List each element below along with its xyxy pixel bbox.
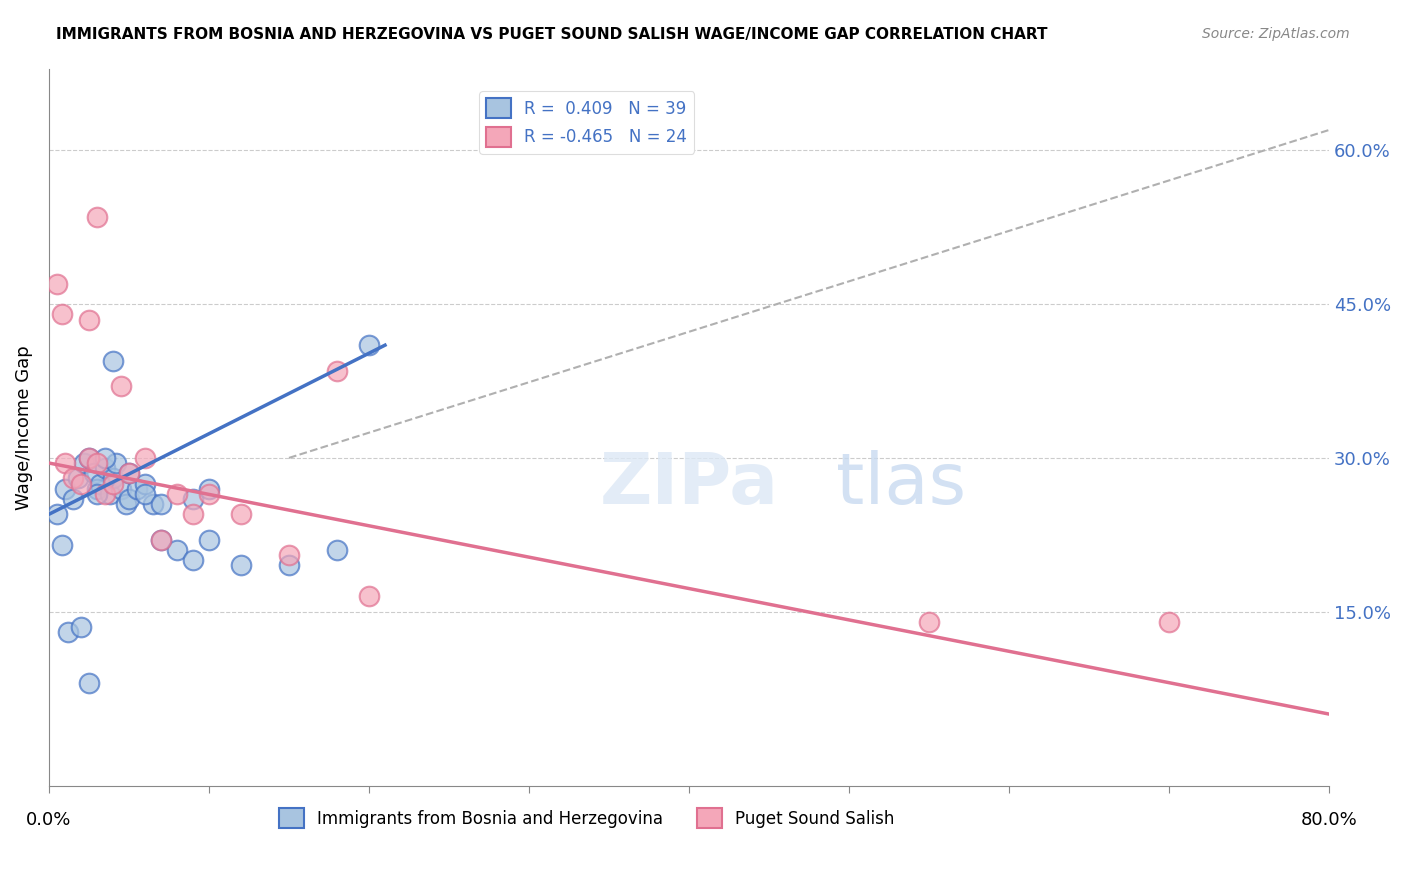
- Point: [94, 487, 117, 501]
- Point: [89, 476, 111, 491]
- Point: [51, 538, 73, 552]
- Point: [101, 353, 124, 368]
- Point: [229, 508, 252, 522]
- Point: [357, 589, 380, 603]
- Point: [77, 676, 100, 690]
- Legend: Immigrants from Bosnia and Herzegovina, Puget Sound Salish: Immigrants from Bosnia and Herzegovina, …: [273, 801, 901, 835]
- Point: [278, 548, 301, 562]
- Point: [125, 482, 148, 496]
- Point: [149, 533, 172, 547]
- Point: [98, 487, 121, 501]
- Point: [110, 379, 132, 393]
- Point: [101, 476, 124, 491]
- Point: [181, 508, 204, 522]
- Point: [101, 471, 124, 485]
- Point: [66, 471, 89, 485]
- Point: [77, 450, 100, 465]
- Point: [118, 467, 141, 481]
- Point: [73, 456, 96, 470]
- Point: [86, 456, 108, 470]
- Point: [166, 487, 188, 501]
- Point: [62, 471, 84, 485]
- Point: [198, 482, 221, 496]
- Point: [70, 620, 93, 634]
- Point: [86, 210, 108, 224]
- Text: Source: ZipAtlas.com: Source: ZipAtlas.com: [1202, 27, 1350, 41]
- Point: [181, 553, 204, 567]
- Point: [53, 482, 76, 496]
- Point: [70, 476, 93, 491]
- Point: [77, 312, 100, 326]
- Point: [149, 497, 172, 511]
- Point: [46, 508, 69, 522]
- Point: [94, 450, 117, 465]
- Point: [118, 467, 141, 481]
- Point: [326, 543, 349, 558]
- Point: [105, 456, 128, 470]
- Point: [56, 625, 79, 640]
- Point: [134, 450, 156, 465]
- Point: [46, 277, 69, 291]
- Point: [83, 467, 105, 481]
- Point: [134, 476, 156, 491]
- Point: [118, 491, 141, 506]
- Point: [62, 491, 84, 506]
- Text: 80.0%: 80.0%: [1301, 811, 1357, 829]
- Point: [51, 308, 73, 322]
- Point: [110, 482, 132, 496]
- Text: 0.0%: 0.0%: [27, 811, 72, 829]
- Point: [181, 491, 204, 506]
- Point: [357, 338, 380, 352]
- Point: [166, 543, 188, 558]
- Point: [86, 482, 108, 496]
- Point: [86, 487, 108, 501]
- Point: [134, 487, 156, 501]
- Point: [1157, 615, 1180, 629]
- Point: [94, 461, 117, 475]
- Text: tlas: tlas: [837, 450, 966, 519]
- Point: [326, 364, 349, 378]
- Y-axis label: Wage/Income Gap: Wage/Income Gap: [15, 345, 32, 509]
- Point: [918, 615, 941, 629]
- Point: [198, 533, 221, 547]
- Point: [53, 456, 76, 470]
- Point: [278, 558, 301, 573]
- Point: [142, 497, 165, 511]
- Point: [229, 558, 252, 573]
- Point: [149, 533, 172, 547]
- Point: [198, 487, 221, 501]
- Text: ZIPa: ZIPa: [599, 450, 779, 519]
- Point: [114, 497, 136, 511]
- Text: IMMIGRANTS FROM BOSNIA AND HERZEGOVINA VS PUGET SOUND SALISH WAGE/INCOME GAP COR: IMMIGRANTS FROM BOSNIA AND HERZEGOVINA V…: [56, 27, 1047, 42]
- Point: [77, 450, 100, 465]
